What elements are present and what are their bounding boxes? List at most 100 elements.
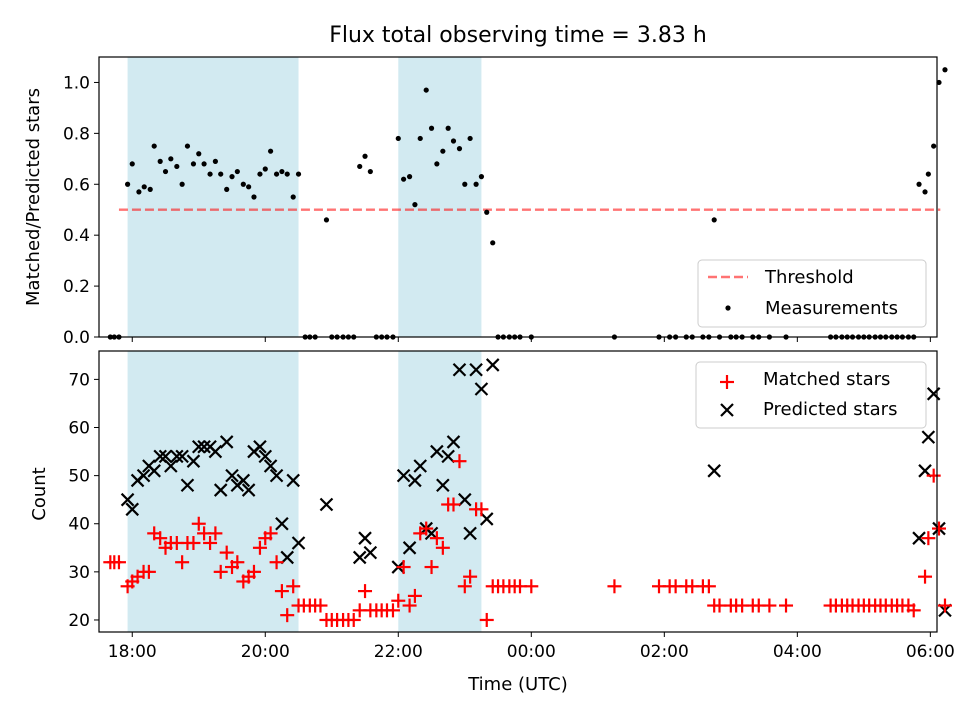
matched-stars-point [346,612,361,627]
predicted-stars-point [275,516,289,531]
measurement-point [462,181,468,187]
predicted-stars-point [474,382,489,396]
measurement-point [207,171,213,177]
predicted-stars-point [180,478,195,493]
measurement-point [456,146,463,152]
bottom-y-axis: 20 30 40 50 60 70 [68,370,99,631]
measurement-point [916,181,922,187]
measurement-point [279,168,285,175]
legend-matched-swatch [720,375,734,389]
measurement-point [201,161,207,167]
bottom-x-tick-label: 00:00 [507,642,556,662]
measurement-point [267,148,274,154]
matched-stars-point [175,555,190,570]
predicted-stars-point [436,478,450,493]
predicted-stars-point [125,502,140,517]
legend-measurements-label: Measurements [765,298,898,319]
matched-stars-point [457,579,472,594]
predicted-stars-point [912,531,926,545]
bottom-observing-windows [127,351,482,632]
matched-stars-point [931,521,946,536]
measurement-point [931,143,937,149]
predicted-stars-point [236,473,251,488]
predicted-stars-point [213,483,228,497]
top-y-tick-label: 1.0 [63,73,90,93]
measurement-point [450,138,457,144]
matched-stars-point [424,560,439,575]
matched-stars-point [607,579,622,594]
predicted-stars-point [921,430,936,444]
matched-stars-point [141,564,156,579]
legend-threshold-label: Threshold [764,267,854,288]
top-observing-window-2 [398,57,482,337]
measurement-point [290,194,296,200]
measurement-point [362,153,368,159]
matched-stars-point [474,502,489,517]
predicted-stars-point [186,454,201,468]
measurement-point [190,161,197,167]
predicted-stars-point [263,459,278,473]
matched-stars-point [203,535,218,550]
matched-stars-point [407,588,422,603]
matched-stars-point [926,468,941,483]
measurement-point [129,161,135,167]
predicted-stars-series [120,358,952,618]
predicted-stars-point [430,444,444,459]
measurement-point [157,158,163,164]
measurement-point [196,151,202,157]
top-y-tick-label: 0.6 [63,175,90,195]
matched-stars-point [701,579,716,594]
matched-stars-point [479,612,494,627]
predicted-stars-point [413,459,428,473]
legend-predicted-swatch [720,403,734,417]
bottom-y-axis-label: Count [29,467,50,520]
bottom-y-tick-label: 20 [68,611,90,631]
legend-measurements-swatch [725,305,731,311]
top-y-axis-label: Matched/Predicted stars [23,88,44,306]
matched-stars-point [252,540,267,555]
top-axes-frame [98,56,938,338]
measurement-point [423,87,429,93]
predicted-stars-point [120,492,135,507]
measurement-point [151,143,157,149]
matched-stars-series [103,454,952,627]
matched-stars-point [937,598,952,613]
measurement-point [218,171,224,177]
predicted-stars-point [208,444,223,459]
measurement-point [445,125,451,131]
matched-stars-point [286,579,301,594]
predicted-stars-point [258,449,273,464]
matched-stars-point [313,598,328,613]
predicted-stars-point [408,473,422,488]
measurement-point [141,184,147,190]
predicted-stars-point [363,545,378,560]
predicted-stars-point [136,468,151,483]
predicted-stars-point [452,362,467,377]
measurement-point [229,174,235,180]
measurement-point [401,176,407,182]
measurement-point [147,186,153,192]
matched-stars-point [186,535,201,550]
matched-stars-point [446,497,461,512]
top-observing-windows [127,57,482,337]
matched-stars-point [921,531,936,546]
bottom-observing-window-1 [127,351,299,632]
bottom-x-tick-label: 20:00 [241,642,290,662]
matched-stars-point [435,540,450,555]
matched-stars-point [280,608,295,623]
top-x-ticks [131,337,931,342]
predicted-stars-point [253,439,267,454]
predicted-stars-point [191,439,206,454]
matched-stars-point [269,555,284,570]
measurement-point [711,217,717,223]
bottom-panel: 20 30 40 50 60 70 18:00 20:00 22:00 00:00 02:00 04… [29,350,955,695]
bottom-x-tick-label: 02:00 [640,642,689,662]
bottom-x-tick-label: 06:00 [906,642,955,662]
legend-matched-label: Matched stars [763,369,890,390]
chart-title: Flux total observing time = 3.83 h [329,23,707,48]
measurement-point [406,174,413,180]
predicted-stars-point [352,550,367,565]
top-y-tick-label: 0.4 [63,226,90,246]
matched-stars-point [246,564,261,579]
top-y-tick-label: 0.0 [63,328,90,348]
